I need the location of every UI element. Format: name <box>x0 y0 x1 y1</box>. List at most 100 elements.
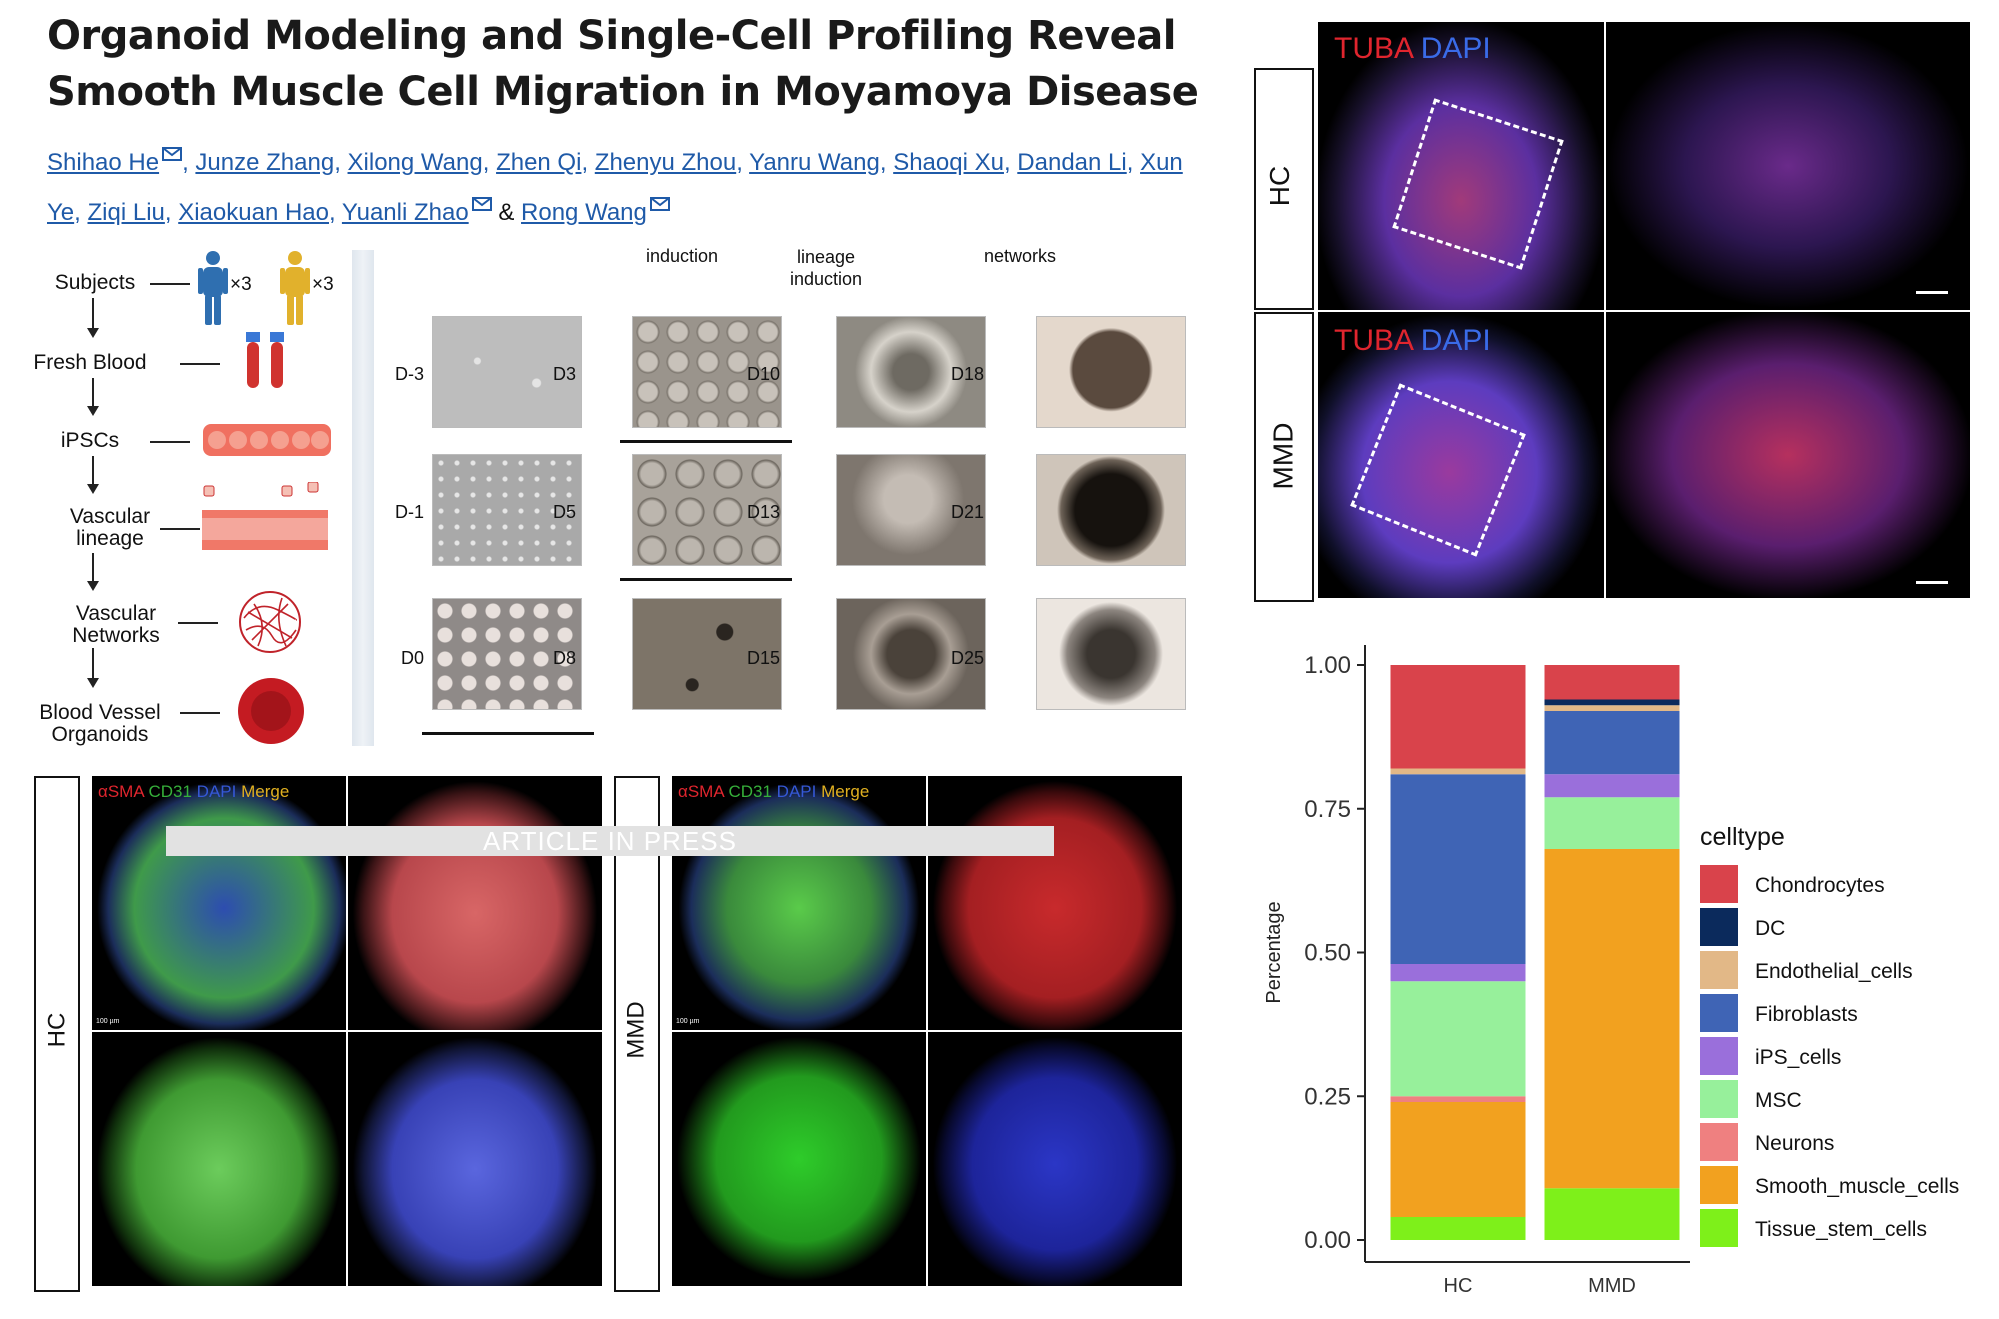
connector <box>150 441 190 443</box>
author-link[interactable]: Yanru Wang <box>749 149 880 176</box>
day-label: D-1 <box>394 502 424 522</box>
row-label: HC <box>1264 165 1296 207</box>
legend-label: iPS_cells <box>1755 1046 1841 1069</box>
channel-merge: Merge <box>241 782 290 801</box>
legend-swatch <box>1700 951 1738 989</box>
author-link[interactable]: Yuanli Zhao <box>341 199 469 226</box>
group-label-box <box>34 776 80 1292</box>
legend-label: Smooth_muscle_cells <box>1755 1175 1959 1198</box>
day-label: D0 <box>400 648 424 668</box>
micrograph <box>432 598 582 710</box>
channel-dapi: DAPI <box>1420 32 1491 65</box>
bar-segment-hc-endothelial-cells <box>1390 768 1526 775</box>
if-image-hc-zoom <box>1606 22 1970 310</box>
author-link[interactable]: Xiaokuan Hao <box>178 199 329 226</box>
stage-header: networks <box>984 246 1057 266</box>
channel-asma: αSMA <box>98 782 144 801</box>
mail-icon[interactable] <box>471 197 492 211</box>
flow-arrow-head <box>87 581 99 591</box>
micrograph <box>432 316 582 428</box>
flow-arrow <box>92 378 94 408</box>
y-axis-label: Percentage <box>1263 901 1285 1003</box>
scale-bar <box>1916 291 1948 294</box>
legend-swatch <box>1700 1166 1738 1204</box>
author-link[interactable]: Shihao He <box>47 149 160 176</box>
legend-swatch <box>1700 1123 1738 1161</box>
y-tick-label: 0.75 <box>1304 796 1351 823</box>
person-icon <box>198 251 228 325</box>
stage-bar <box>422 732 594 735</box>
group-label: HC <box>43 1012 71 1048</box>
title-line-2: Smooth Muscle Cell Migration in Moyamoya… <box>47 69 1199 115</box>
if-image-hc-overview: TUBA DAPI <box>1318 22 1604 310</box>
vascular-network-icon <box>239 591 301 653</box>
author-link[interactable]: Ye <box>47 199 75 226</box>
scale-label: 100 µm <box>96 1018 120 1025</box>
legend-swatch <box>1700 1037 1738 1075</box>
bar-segment-mmd-smooth-muscle-cells <box>1544 849 1680 1189</box>
roi-box <box>1350 383 1526 557</box>
celltype-stacked-bar-chart: 0.00 0.25 0.50 0.75 1.00 Percentage HC MMD cellt… <box>1263 645 1959 1297</box>
mail-icon[interactable] <box>649 197 670 211</box>
flow-step-vascular-networks: Vascular Networks <box>72 602 160 647</box>
bar-segment-hc-tissue-stem-cells <box>1390 1217 1526 1240</box>
author-link[interactable]: Xun <box>1140 149 1183 176</box>
legend-swatch <box>1700 1080 1738 1118</box>
day-label: D8 <box>552 648 576 668</box>
x-tick-label: MMD <box>1588 1275 1636 1297</box>
organoid-hc-merge: αSMA CD31 DAPI Merge <box>92 776 346 1030</box>
differentiation-timeline: induction lineage induction networks D-3… <box>380 246 1200 746</box>
flow-arrow-head <box>87 678 99 688</box>
watermark-banner: ARTICLE IN PRESS <box>166 826 1054 856</box>
group-label: MMD <box>622 1001 650 1059</box>
day-label: D3 <box>552 364 576 384</box>
author-link[interactable]: Zhen Qi <box>496 149 582 176</box>
x-tick-label: HC <box>1444 1275 1473 1297</box>
flow-step-fresh-blood: Fresh Blood <box>33 351 147 374</box>
author-link[interactable]: Dandan Li <box>1017 149 1127 176</box>
author-link[interactable]: Xilong Wang <box>347 149 483 176</box>
blood-tube-icon <box>246 332 284 388</box>
author-link[interactable]: Ziqi Liu <box>87 199 165 226</box>
multiplier: ×3 <box>230 274 252 295</box>
connector <box>180 712 220 714</box>
micrograph <box>432 454 582 566</box>
legend-label: Neurons <box>1755 1132 1834 1155</box>
bar-segment-hc-chondrocytes <box>1390 665 1526 769</box>
author-link[interactable]: Shaoqi Xu <box>893 149 1004 176</box>
panel-divider <box>352 250 374 746</box>
day-label: D13 <box>746 502 780 522</box>
ipsc-cells-icon <box>203 424 331 456</box>
day-label: D10 <box>746 364 780 384</box>
day-label: D25 <box>950 648 984 668</box>
mail-icon[interactable] <box>162 147 183 161</box>
bar-segment-hc-msc <box>1390 981 1526 1097</box>
legend-label: DC <box>1755 917 1785 940</box>
flow-arrow <box>92 553 94 583</box>
legend-label: MSC <box>1755 1089 1802 1112</box>
day-label: D21 <box>950 502 984 522</box>
y-tick-label: 1.00 <box>1304 652 1351 679</box>
organoid-mmd-merge: αSMA CD31 DAPI Merge <box>672 776 926 1030</box>
author-link[interactable]: Junze Zhang <box>195 149 335 176</box>
bar-segment-mmd-dc <box>1544 699 1680 706</box>
day-label: D18 <box>950 364 984 384</box>
channel-merge: Merge <box>821 782 870 801</box>
flow-arrow-head <box>87 406 99 416</box>
scale-bar <box>1916 581 1948 584</box>
micrograph <box>632 316 782 428</box>
legend-swatch <box>1700 994 1738 1032</box>
flow-arrow-head <box>87 328 99 338</box>
y-tick-label: 0.00 <box>1304 1227 1351 1254</box>
micrograph <box>836 316 986 428</box>
author-link[interactable]: Rong Wang <box>521 199 647 226</box>
organoid-hc-dapi <box>348 1032 602 1286</box>
author-link[interactable]: Zhenyu Zhou <box>594 149 737 176</box>
channel-tuba: TUBA <box>1334 32 1413 65</box>
bar-segment-mmd-ips-cells <box>1544 774 1680 798</box>
stage-bar <box>620 440 792 443</box>
day-label: D-3 <box>394 364 424 384</box>
organoid-mmd-cd31 <box>672 1032 926 1286</box>
legend-title: celltype <box>1700 823 1785 851</box>
stage-header: induction <box>646 246 719 266</box>
